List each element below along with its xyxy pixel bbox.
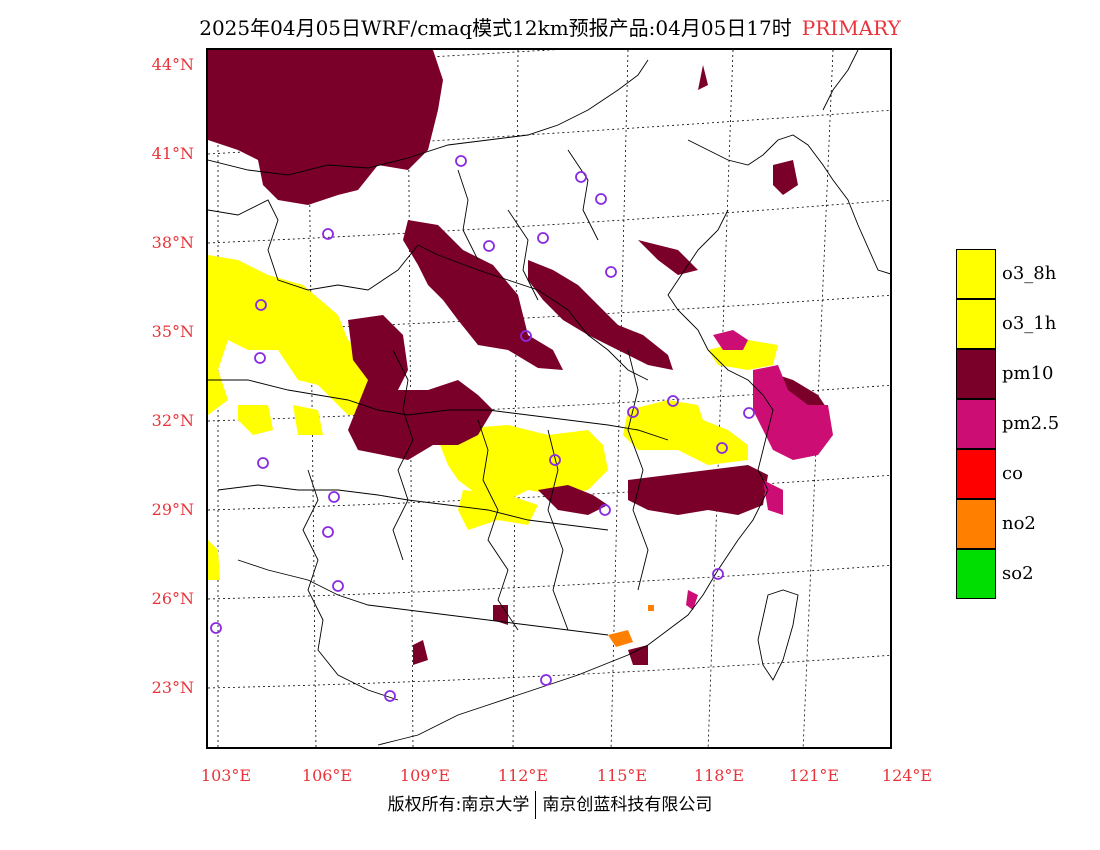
station-marker	[455, 155, 467, 167]
legend-swatch	[956, 549, 996, 599]
legend-swatch	[956, 499, 996, 549]
lat-label: 35°N	[151, 322, 194, 341]
station-marker	[255, 299, 267, 311]
station-marker	[540, 674, 552, 686]
lat-label: 41°N	[151, 144, 194, 163]
pm10-area	[208, 50, 828, 665]
lon-label: 112°E	[497, 766, 549, 785]
copyright-left: 版权所有:南京大学	[387, 795, 530, 815]
station-markers	[210, 155, 755, 702]
title-tag: PRIMARY	[801, 16, 901, 40]
station-marker	[210, 622, 222, 634]
boundaries	[208, 50, 890, 746]
station-marker	[328, 491, 340, 503]
legend-item: o3_8h	[956, 249, 1086, 299]
station-marker	[322, 228, 334, 240]
legend-label: o3_8h	[1002, 263, 1057, 284]
station-marker	[322, 526, 334, 538]
lat-label: 32°N	[151, 411, 194, 430]
station-marker	[743, 407, 755, 419]
legend-item: co	[956, 449, 1086, 499]
o3-area	[208, 255, 778, 580]
lon-label: 121°E	[788, 766, 840, 785]
legend-swatch	[956, 349, 996, 399]
station-marker	[520, 330, 532, 342]
lon-label: 106°E	[301, 766, 353, 785]
copyright-divider	[535, 791, 537, 819]
legend-swatch	[956, 249, 996, 299]
legend-item: so2	[956, 549, 1086, 599]
map-canvas	[208, 50, 890, 747]
legend-label: so2	[1002, 563, 1034, 584]
legend-swatch	[956, 299, 996, 349]
map-panel	[206, 48, 892, 749]
copyright: 版权所有:南京大学 南京创蓝科技有限公司	[0, 790, 1100, 819]
legend-swatch	[956, 449, 996, 499]
legend-item: no2	[956, 499, 1086, 549]
station-marker	[595, 193, 607, 205]
station-marker	[716, 442, 728, 454]
lon-label: 109°E	[399, 766, 451, 785]
lon-label: 103°E	[200, 766, 252, 785]
lon-label: 124°E	[881, 766, 933, 785]
legend-item: pm2.5	[956, 399, 1086, 449]
station-marker	[627, 406, 639, 418]
station-marker	[257, 457, 269, 469]
station-marker	[667, 395, 679, 407]
station-marker	[712, 568, 724, 580]
legend-label: no2	[1002, 513, 1036, 534]
chart-title: 2025年04月05日WRF/cmaq模式12km预报产品:04月05日17时 P…	[0, 12, 1100, 41]
legend-label: pm2.5	[1002, 413, 1060, 434]
lat-label: 44°N	[151, 55, 194, 74]
pm25-area	[686, 330, 833, 610]
lat-label: 38°N	[151, 233, 194, 252]
station-marker	[605, 266, 617, 278]
legend-label: co	[1002, 463, 1023, 484]
lat-label: 26°N	[151, 589, 194, 608]
station-marker	[254, 352, 266, 364]
title-main: 2025年04月05日WRF/cmaq模式12km预报产品:04月05日17时	[199, 16, 792, 40]
station-marker	[575, 171, 587, 183]
station-marker	[599, 504, 611, 516]
legend-item: pm10	[956, 349, 1086, 399]
copyright-right: 南京创蓝科技有限公司	[542, 795, 713, 815]
station-marker	[483, 240, 495, 252]
station-marker	[549, 454, 561, 466]
legend-label: o3_1h	[1002, 313, 1057, 334]
lon-label: 118°E	[693, 766, 745, 785]
lat-label: 29°N	[151, 500, 194, 519]
legend: o3_8h o3_1h pm10 pm2.5 co no2 so2	[956, 249, 1086, 599]
no2-area	[608, 605, 654, 647]
lon-label: 115°E	[596, 766, 648, 785]
station-marker	[384, 690, 396, 702]
station-marker	[537, 232, 549, 244]
legend-item: o3_1h	[956, 299, 1086, 349]
lat-label: 23°N	[151, 678, 194, 697]
legend-swatch	[956, 399, 996, 449]
legend-label: pm10	[1002, 363, 1054, 384]
station-marker	[332, 580, 344, 592]
